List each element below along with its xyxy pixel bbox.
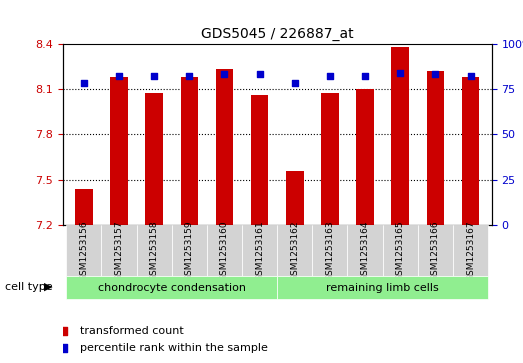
Point [396, 70, 404, 76]
FancyBboxPatch shape [277, 276, 488, 299]
Point [431, 72, 439, 77]
Bar [215, 69, 233, 225]
Bar [145, 93, 163, 225]
Text: cell type: cell type [5, 282, 53, 292]
Text: GSM1253165: GSM1253165 [396, 220, 405, 281]
Point [273, 77, 281, 83]
Text: GSM1253158: GSM1253158 [150, 220, 158, 281]
Text: GSM1253167: GSM1253167 [466, 220, 475, 281]
FancyBboxPatch shape [242, 225, 277, 276]
Bar [286, 171, 303, 225]
FancyBboxPatch shape [66, 276, 277, 299]
Text: GSM1253156: GSM1253156 [79, 220, 88, 281]
Bar [462, 77, 479, 225]
Point [115, 73, 123, 79]
Text: GSM1253161: GSM1253161 [255, 220, 264, 281]
Bar [180, 77, 198, 225]
Bar [427, 71, 444, 225]
Point [361, 73, 369, 79]
Bar [356, 89, 374, 225]
Text: GSM1253159: GSM1253159 [185, 220, 194, 281]
Text: GSM1253160: GSM1253160 [220, 220, 229, 281]
Text: GSM1253166: GSM1253166 [431, 220, 440, 281]
Text: remaining limb cells: remaining limb cells [326, 283, 439, 293]
Text: GSM1253162: GSM1253162 [290, 220, 299, 281]
Point [467, 73, 475, 79]
FancyBboxPatch shape [418, 225, 453, 276]
Point [79, 81, 88, 86]
FancyBboxPatch shape [347, 225, 383, 276]
Point [291, 81, 299, 86]
FancyBboxPatch shape [453, 225, 488, 276]
Bar [391, 46, 409, 225]
Text: ▶: ▶ [44, 282, 53, 292]
Point [220, 72, 229, 77]
FancyBboxPatch shape [101, 225, 137, 276]
Point [255, 72, 264, 77]
Bar [75, 189, 93, 225]
FancyBboxPatch shape [66, 225, 101, 276]
Point [273, 236, 281, 241]
Text: GSM1253163: GSM1253163 [325, 220, 334, 281]
Bar [110, 77, 128, 225]
FancyBboxPatch shape [207, 225, 242, 276]
Bar [321, 93, 339, 225]
Text: chondrocyte condensation: chondrocyte condensation [98, 283, 246, 293]
Text: GSM1253164: GSM1253164 [360, 220, 370, 281]
Point [185, 73, 194, 79]
FancyBboxPatch shape [137, 225, 172, 276]
FancyBboxPatch shape [277, 225, 312, 276]
Text: GSM1253157: GSM1253157 [115, 220, 123, 281]
Text: percentile rank within the sample: percentile rank within the sample [80, 343, 268, 354]
Bar [251, 95, 268, 225]
FancyBboxPatch shape [312, 225, 347, 276]
Point [150, 73, 158, 79]
FancyBboxPatch shape [172, 225, 207, 276]
Title: GDS5045 / 226887_at: GDS5045 / 226887_at [201, 27, 354, 41]
Point [326, 73, 334, 79]
Text: transformed count: transformed count [80, 326, 184, 336]
FancyBboxPatch shape [383, 225, 418, 276]
